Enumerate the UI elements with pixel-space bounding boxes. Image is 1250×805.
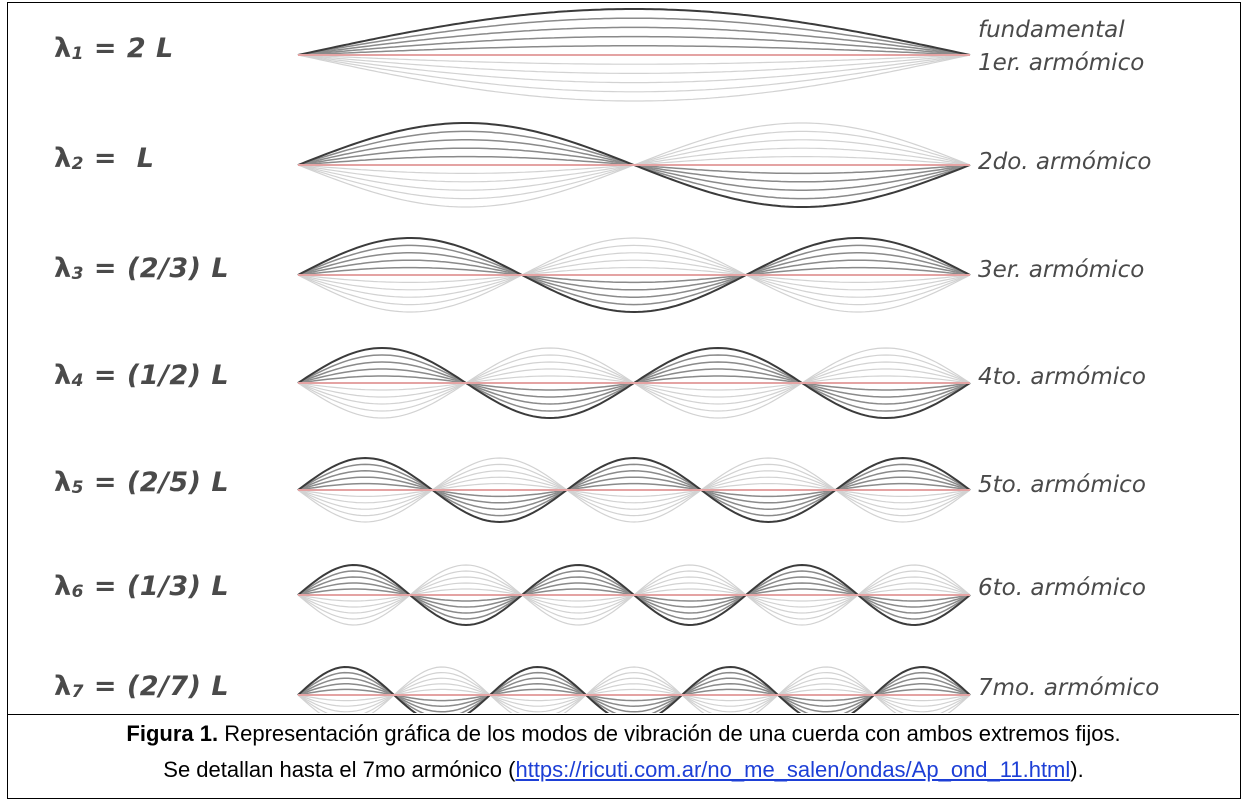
mode-7-wave-curve bbox=[297, 677, 971, 713]
mode-3-wave-curve bbox=[297, 237, 971, 314]
label-mode-1: 1er. armómico bbox=[978, 50, 1145, 76]
mode-1-wave-curve bbox=[297, 54, 971, 65]
mode-5-wave-curve bbox=[297, 476, 971, 504]
mode-3-wave-curve bbox=[297, 259, 971, 291]
mode-7-wave-curve bbox=[297, 666, 971, 713]
mode-5-wave-curve bbox=[297, 482, 971, 498]
mode-5-wave-curve bbox=[297, 463, 971, 517]
mode-1-wave-curve bbox=[297, 17, 971, 56]
mode-5-wave-curve bbox=[297, 470, 971, 510]
figure-frame: λ1 = 2 L λ2 = L λ3 = (2/3) L λ4 = (1/2) … bbox=[7, 2, 1241, 799]
mode-1-wave-curve bbox=[297, 54, 971, 93]
formula-mode-5: λ5 = (2/5) L bbox=[54, 467, 230, 498]
mode-3-wave-curve bbox=[297, 267, 971, 283]
formula-mode-6: λ6 = (1/3) L bbox=[54, 571, 230, 602]
mode-2-waves bbox=[297, 122, 971, 208]
mode-7-wave-curve bbox=[297, 688, 971, 702]
label-fundamental: fundamental bbox=[978, 17, 1125, 43]
mode-7-wave-curve bbox=[297, 677, 971, 713]
mode-3-wave-curve bbox=[297, 237, 971, 313]
mode-1-wave-curve bbox=[297, 8, 971, 56]
mode-5-wave-curve bbox=[297, 456, 971, 524]
mode-6-waves bbox=[297, 563, 971, 627]
label-mode-3: 3er. armómico bbox=[978, 257, 1145, 283]
mode-3-wave-curve bbox=[297, 252, 971, 298]
label-mode-7: 7mo. armómico bbox=[978, 675, 1160, 701]
formula-mode-1: λ1 = 2 L bbox=[54, 33, 174, 64]
mode-1-wave-curve bbox=[297, 54, 971, 74]
caption-line-1: Figura 1. Representación gráfica de los … bbox=[8, 716, 1239, 752]
mode-1-waves bbox=[297, 8, 971, 102]
mode-7-waves bbox=[297, 665, 971, 713]
mode-7-wave-curve bbox=[297, 671, 971, 713]
standing-waves-figure: λ1 = 2 L λ2 = L λ3 = (2/3) L λ4 = (1/2) … bbox=[8, 3, 1239, 715]
mode-1-wave-curve bbox=[297, 35, 971, 56]
caption-line-2: Se detallan hasta el 7mo armónico (https… bbox=[8, 752, 1239, 788]
label-mode-6: 6to. armómico bbox=[978, 575, 1146, 601]
mode-7-wave-curve bbox=[297, 688, 971, 702]
mode-1-wave-curve bbox=[297, 26, 971, 56]
mode-3-waves bbox=[297, 237, 971, 314]
mode-5-wave-curve bbox=[297, 476, 971, 504]
mode-5-wave-curve bbox=[297, 457, 971, 523]
label-mode-5: 5to. armómico bbox=[978, 472, 1146, 498]
mode-3-wave-curve bbox=[297, 259, 971, 291]
mode-3-wave-curve bbox=[297, 252, 971, 298]
formula-mode-4: λ4 = (1/2) L bbox=[54, 360, 230, 391]
mode-5-wave-curve bbox=[297, 463, 971, 517]
formula-mode-3: λ3 = (2/3) L bbox=[54, 253, 230, 284]
mode-7-wave-curve bbox=[297, 671, 971, 713]
mode-5-waves bbox=[297, 456, 971, 524]
mode-7-wave-curve bbox=[297, 683, 971, 707]
label-mode-4: 4to. armómico bbox=[978, 364, 1146, 390]
standing-waves-drawing bbox=[297, 8, 971, 713]
mode-3-wave-curve bbox=[297, 266, 971, 284]
mode-5-wave-curve bbox=[297, 470, 971, 510]
caption-figure-number: Figura 1. bbox=[126, 721, 219, 746]
caption-text-2: Se detallan hasta el 7mo armónico ( bbox=[163, 757, 516, 782]
mode-7-wave-curve bbox=[297, 683, 971, 707]
mode-3-wave-curve bbox=[297, 244, 971, 306]
mode-1-wave-curve bbox=[297, 45, 971, 56]
caption-text-3: ). bbox=[1070, 757, 1084, 782]
formula-mode-7: λ7 = (2/7) L bbox=[54, 671, 230, 702]
mode-7-wave-curve bbox=[297, 665, 971, 713]
source-link[interactable]: https://ricuti.com.ar/no_me_salen/ondas/… bbox=[515, 757, 1071, 782]
mode-5-wave-curve bbox=[297, 483, 971, 497]
label-mode-2: 2do. armómico bbox=[978, 149, 1152, 175]
mode-4-waves bbox=[297, 346, 971, 420]
formula-mode-2: λ2 = L bbox=[54, 143, 155, 174]
caption-text-1: Representación gráfica de los modos de v… bbox=[218, 721, 1121, 746]
figure-caption: Figura 1. Representación gráfica de los … bbox=[8, 716, 1239, 788]
mode-1-wave-curve bbox=[297, 54, 971, 84]
mode-3-wave-curve bbox=[297, 244, 971, 306]
mode-1-wave-curve bbox=[297, 54, 971, 102]
